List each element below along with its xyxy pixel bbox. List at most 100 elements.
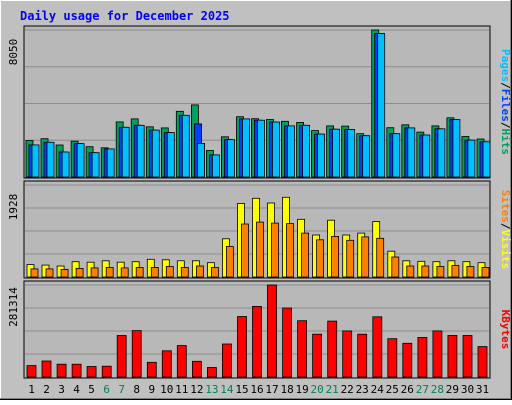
- x-tick-label-day-1: 1: [28, 383, 35, 396]
- bar-sites-day-1: [30, 268, 39, 278]
- bar-sites-day-13: [210, 267, 219, 278]
- legend-entry: /: [499, 82, 512, 89]
- x-tick-label-day-30: 30: [461, 383, 474, 396]
- x-tick-label-day-20: 20: [310, 383, 323, 396]
- bar-sites-day-31: [481, 267, 490, 278]
- x-tick-label-day-11: 11: [175, 383, 188, 396]
- bar-sites-day-21: [331, 235, 340, 278]
- x-tick-label-day-8: 8: [133, 383, 140, 396]
- x-tick-label-day-28: 28: [431, 383, 444, 396]
- bar-pages-day-7: [121, 126, 130, 178]
- bar-kbytes-day-21: [327, 320, 338, 378]
- bar-pages-day-16: [257, 119, 265, 178]
- bar-sites-day-28: [436, 266, 445, 278]
- bar-sites-day-19: [301, 232, 310, 278]
- bar-kbytes-day-3: [56, 363, 67, 378]
- panel-visits-sites: 1928 Sites/Visits: [7, 180, 512, 279]
- bar-pages-day-13: [211, 154, 220, 178]
- x-tick-label-day-19: 19: [295, 383, 308, 396]
- bar-sites-day-14: [225, 246, 234, 278]
- bar-kbytes-day-22: [342, 330, 353, 378]
- bar-kbytes-day-4: [71, 363, 82, 378]
- panel-hits-files-pages: 8050 Pages/Files/Hits: [7, 25, 512, 179]
- bar-pages-day-27: [422, 134, 431, 178]
- bar-sites-day-6: [105, 267, 114, 278]
- x-tick-label-day-14: 14: [220, 383, 234, 396]
- legend-entry: Hits: [499, 129, 512, 156]
- bar-kbytes-day-20: [312, 333, 323, 378]
- bar-sites-day-9: [150, 267, 159, 278]
- bar-sites-day-27: [421, 265, 430, 278]
- bar-pages-day-19: [302, 124, 311, 178]
- bar-kbytes-day-31: [477, 346, 488, 378]
- legend-entry: Sites: [499, 190, 512, 223]
- x-tick-label-day-21: 21: [326, 383, 339, 396]
- bar-kbytes-day-17: [267, 284, 277, 378]
- bar-kbytes-day-7: [116, 335, 127, 378]
- x-tick-label-day-10: 10: [160, 383, 173, 396]
- x-tick-label-day-4: 4: [73, 383, 80, 396]
- bar-pages-day-25: [392, 133, 401, 178]
- bar-pages-day-6: [106, 148, 115, 178]
- bar-pages-day-31: [482, 141, 491, 178]
- panel-kbytes-max-label: 281314: [7, 287, 20, 327]
- bar-kbytes-day-9: [146, 361, 157, 378]
- legend-entry: /: [499, 122, 512, 129]
- bar-kbytes-day-27: [417, 336, 428, 378]
- x-tick-label-day-17: 17: [265, 383, 278, 396]
- bar-kbytes-day-14: [221, 343, 232, 378]
- bar-sites-day-12: [195, 265, 204, 278]
- bar-kbytes-day-15: [237, 316, 247, 378]
- x-tick-label-day-3: 3: [58, 383, 65, 396]
- legend-entry: Files: [499, 89, 512, 122]
- bar-sites-day-17: [271, 222, 279, 278]
- bar-pages-day-28: [437, 128, 446, 178]
- bar-pages-day-15: [242, 118, 250, 178]
- bar-pages-day-23: [362, 135, 371, 178]
- bar-kbytes-day-30: [462, 335, 473, 378]
- x-tick-label-day-12: 12: [190, 383, 203, 396]
- panel-visits-sites-legend: Sites/Visits: [499, 190, 512, 270]
- bar-sites-day-8: [135, 267, 144, 278]
- bar-kbytes-day-13: [206, 367, 217, 378]
- bar-kbytes-day-29: [447, 335, 458, 378]
- bar-pages-day-10: [166, 132, 175, 178]
- bar-kbytes-day-6: [101, 365, 112, 378]
- bar-pages-overlay-day-12: [196, 142, 205, 178]
- bar-sites-day-22: [346, 239, 355, 278]
- bar-sites-day-20: [316, 239, 325, 278]
- x-tick-label-day-2: 2: [43, 383, 50, 396]
- bar-kbytes-day-12: [191, 360, 202, 378]
- bar-pages-day-9: [151, 129, 160, 178]
- bar-pages-day-3: [61, 151, 70, 178]
- x-tick-label-day-5: 5: [88, 383, 95, 396]
- bar-kbytes-day-26: [402, 342, 413, 378]
- bar-sites-day-3: [60, 268, 69, 278]
- x-tick-label-day-13: 13: [205, 383, 218, 396]
- bar-pages-day-17: [272, 121, 280, 178]
- bar-pages-day-21: [332, 128, 341, 178]
- x-tick-label-day-16: 16: [250, 383, 263, 396]
- x-tick-label-day-31: 31: [476, 383, 489, 396]
- bar-kbytes-day-24: [372, 316, 383, 378]
- x-tick-label-day-7: 7: [118, 383, 125, 396]
- x-tick-label-day-23: 23: [356, 383, 369, 396]
- bar-kbytes-day-25: [387, 338, 398, 378]
- x-tick-label-day-22: 22: [341, 383, 354, 396]
- bar-sites-day-2: [45, 268, 54, 278]
- bar-pages-day-18: [287, 125, 295, 178]
- bar-sites-day-29: [451, 265, 460, 278]
- bar-kbytes-day-23: [357, 333, 368, 378]
- bar-kbytes-day-18: [282, 307, 293, 378]
- bar-sites-day-4: [75, 267, 84, 278]
- legend-entry: Visits: [499, 230, 512, 270]
- bar-pages-day-26: [407, 127, 416, 178]
- bar-sites-day-23: [361, 236, 370, 278]
- bar-sites-day-5: [90, 267, 99, 278]
- x-tick-label-day-25: 25: [386, 383, 399, 396]
- bar-sites-day-25: [391, 256, 400, 278]
- legend-entry: /: [499, 223, 512, 230]
